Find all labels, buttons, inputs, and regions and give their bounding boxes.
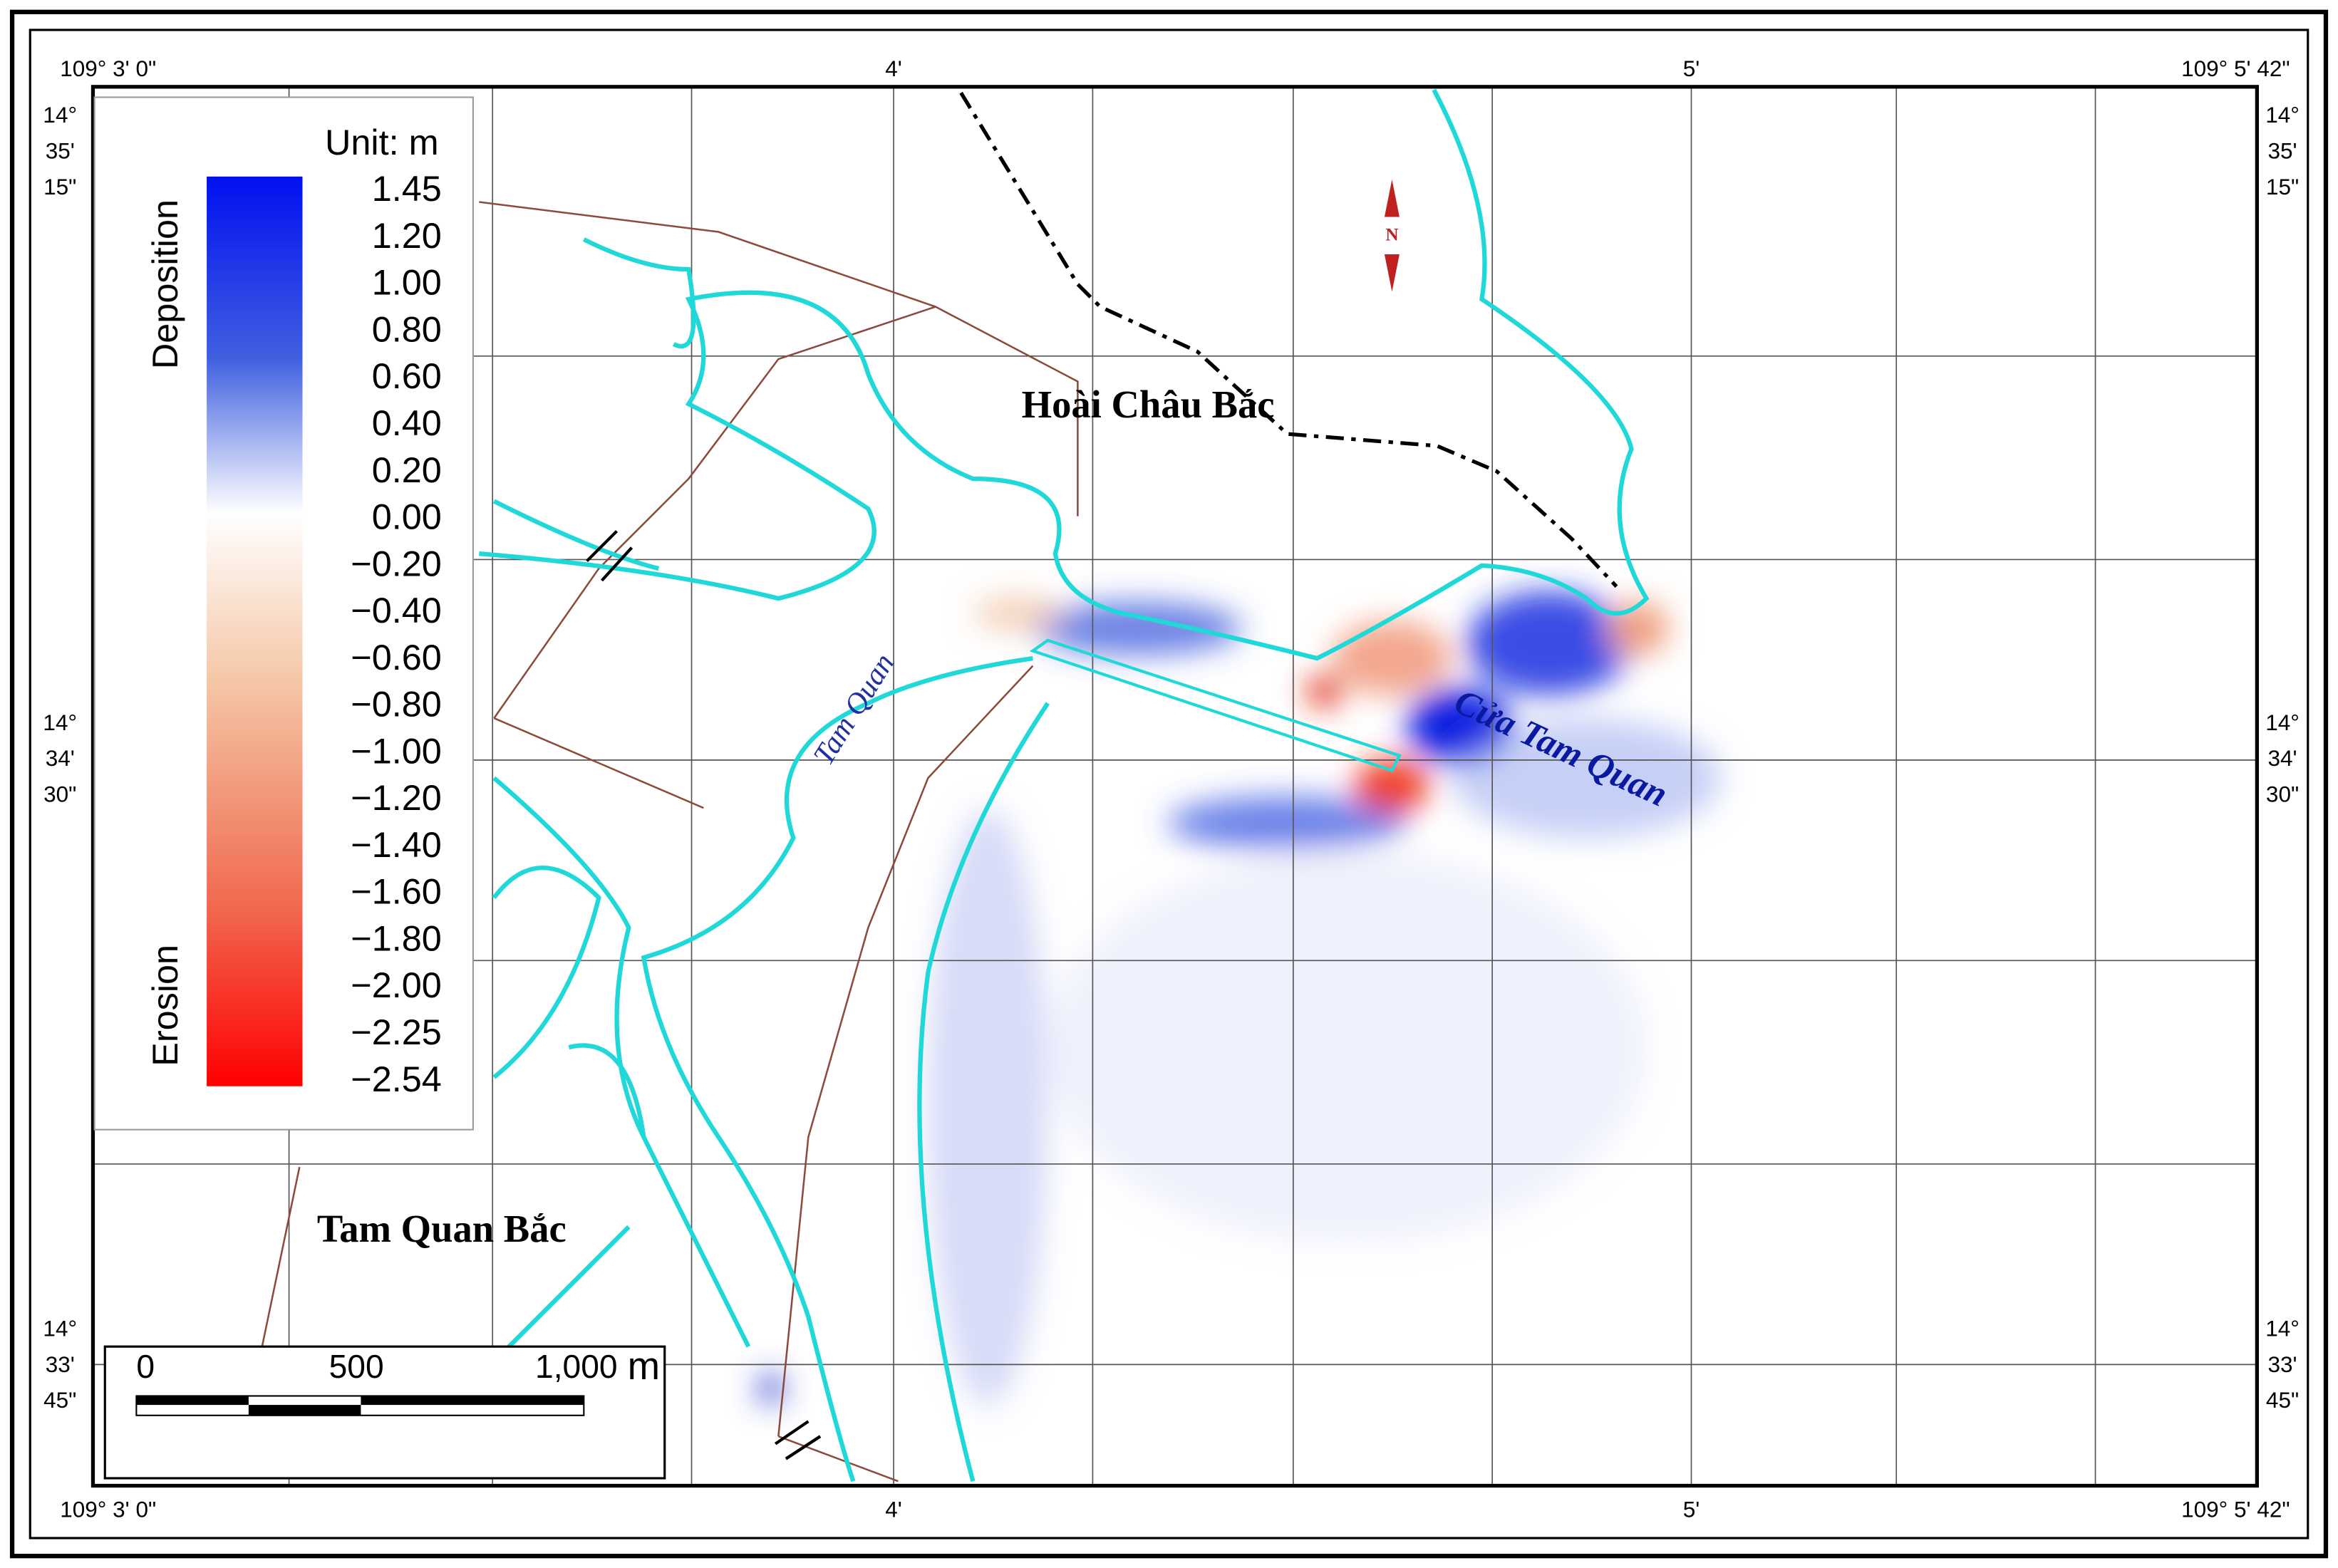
latitude-label: 14° [43,1315,77,1341]
legend-label: −2.00 [351,965,442,1005]
legend-label: −2.54 [351,1059,442,1099]
legend-label: −1.00 [351,730,442,771]
scale-bar [103,1345,666,1480]
latitude-label: 14° [2265,710,2300,735]
legend-label: 1.20 [372,215,442,256]
legend-unit: Unit: m [325,122,439,162]
longitude-label: 5' [1683,1497,1700,1522]
scale-label: 0 [136,1348,155,1385]
legend-label: −0.80 [351,684,442,725]
legend-label: −1.20 [351,777,442,818]
legend-deposition: Deposition [145,199,185,369]
bridges [586,530,822,1460]
latitude-label: 14° [2265,102,2300,128]
longitude-label: 5' [1683,56,1700,81]
legend-label: −0.60 [351,637,442,677]
legend-label: 0.00 [372,497,442,537]
latitude-label: 33' [2268,1351,2297,1377]
legend-label: 0.20 [372,450,442,490]
outer-border-inner [29,28,2309,1540]
legend-erosion: Erosion [145,945,185,1066]
place-label: Tam Quan Bắc [317,1207,567,1250]
legend-label: −1.80 [351,918,442,958]
longitude-label: 109° 5' 42" [2181,56,2290,81]
scale-seg [361,1396,584,1406]
latitude-label: 45" [2266,1387,2299,1413]
legend-label: 0.60 [372,355,442,396]
legend-label: 1.45 [372,168,442,209]
longitude-label: 109° 3' 0" [60,1497,156,1522]
longitude-label: 4' [885,1497,902,1522]
scale-seg [248,1405,361,1416]
latitude-label: 30" [2266,782,2299,807]
north-arrow [1384,180,1400,292]
longitude-label: 109° 3' 0" [60,56,156,81]
north-label: N [1385,226,1398,245]
latitude-label: 30" [43,782,76,807]
scale-label: 1,000 [535,1348,618,1385]
legend [93,96,474,1131]
legend-label: −2.25 [351,1012,442,1052]
place-label: Hoài Châu Bắc [1022,383,1275,426]
latitude-label: 15" [2266,174,2299,199]
legend-label: 1.00 [372,262,442,303]
longitude-label: 4' [885,56,902,81]
boundary-line [959,91,1618,588]
color-bar [207,176,303,1086]
legend-label: −1.60 [351,871,442,912]
scale-unit: m [628,1344,660,1388]
latitude-label: 14° [2265,1315,2300,1341]
latitude-label: 35' [2268,138,2297,164]
scale-label: 500 [329,1348,384,1385]
latitude-label: 34' [2268,745,2297,771]
map-frame [90,85,2259,1488]
latitude-label: 45" [43,1387,76,1413]
legend-label: −0.40 [351,590,442,630]
scale-seg [136,1396,249,1406]
legend-label: 0.80 [372,308,442,349]
latitude-label: 33' [46,1351,75,1377]
legend-label: −0.20 [351,543,442,583]
legend-label: 0.40 [372,403,442,443]
coastline [477,88,1650,1483]
roads [261,201,1079,1483]
latitude-label: 14° [43,102,77,128]
latitude-label: 34' [46,745,75,771]
legend-label: −1.40 [351,824,442,865]
longitude-label: 109° 5' 42" [2181,1497,2290,1522]
latitude-label: 14° [43,710,77,735]
latitude-label: 35' [46,138,75,164]
erosion-deposition-field [759,591,1722,1407]
latitude-label: 15" [43,174,76,199]
